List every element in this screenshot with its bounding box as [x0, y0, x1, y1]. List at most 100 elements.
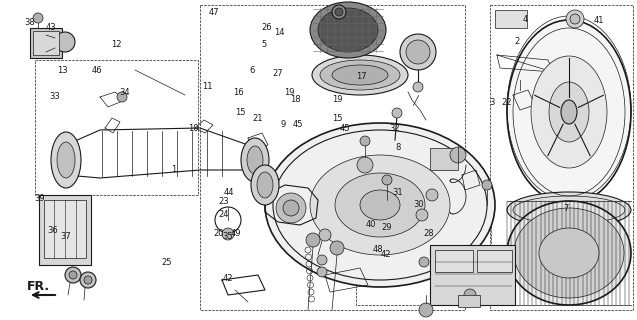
Circle shape	[84, 276, 92, 284]
Circle shape	[276, 193, 306, 223]
Ellipse shape	[312, 55, 408, 95]
Text: 14: 14	[274, 28, 284, 36]
Text: 28: 28	[424, 229, 434, 238]
Ellipse shape	[507, 201, 631, 305]
Text: 6: 6	[249, 66, 254, 75]
Ellipse shape	[257, 172, 273, 198]
Ellipse shape	[310, 2, 386, 58]
Ellipse shape	[247, 146, 263, 174]
Bar	[490, 5, 633, 310]
Text: 31: 31	[392, 188, 403, 196]
Text: 10: 10	[188, 124, 198, 132]
Bar	[495, 10, 527, 28]
Text: 35: 35	[223, 232, 233, 241]
Text: 42: 42	[222, 274, 233, 283]
Circle shape	[117, 92, 127, 102]
Circle shape	[360, 136, 370, 146]
Circle shape	[570, 14, 580, 24]
Text: 12: 12	[111, 40, 121, 49]
Text: 29: 29	[382, 223, 392, 232]
Text: 27: 27	[273, 69, 283, 78]
Ellipse shape	[320, 60, 400, 90]
Ellipse shape	[57, 142, 75, 178]
Bar	[430, 148, 458, 170]
Circle shape	[566, 10, 584, 28]
Circle shape	[482, 180, 492, 190]
Text: 30: 30	[413, 200, 424, 209]
Circle shape	[65, 267, 81, 283]
Circle shape	[419, 257, 429, 267]
Text: 40: 40	[366, 220, 376, 228]
Circle shape	[406, 40, 430, 64]
Text: 21: 21	[253, 114, 263, 123]
Circle shape	[319, 229, 331, 241]
Text: 37: 37	[61, 232, 71, 241]
Text: 9: 9	[281, 120, 286, 129]
Ellipse shape	[360, 190, 400, 220]
Bar	[39, 195, 91, 265]
Bar	[477, 250, 512, 272]
Circle shape	[382, 175, 392, 185]
Ellipse shape	[241, 138, 269, 182]
Text: 47: 47	[209, 8, 219, 17]
Ellipse shape	[51, 132, 81, 188]
Text: 22: 22	[501, 98, 512, 107]
Circle shape	[357, 157, 373, 173]
Text: 33: 33	[50, 92, 60, 100]
Text: 36: 36	[48, 226, 58, 235]
Circle shape	[450, 147, 466, 163]
Text: 49: 49	[231, 229, 241, 238]
Text: 45: 45	[293, 120, 303, 129]
Circle shape	[400, 34, 436, 70]
Circle shape	[413, 82, 423, 92]
Text: FR.: FR.	[27, 281, 50, 293]
Bar	[430, 245, 515, 305]
Bar	[458, 295, 480, 307]
Text: 11: 11	[203, 82, 213, 91]
Bar	[356, 225, 491, 305]
Text: 3: 3	[490, 98, 495, 107]
Circle shape	[283, 200, 299, 216]
Circle shape	[330, 241, 344, 255]
Circle shape	[335, 8, 343, 16]
Circle shape	[69, 271, 77, 279]
Ellipse shape	[318, 8, 378, 52]
Ellipse shape	[507, 20, 631, 204]
Text: 17: 17	[356, 72, 366, 81]
Ellipse shape	[332, 65, 388, 85]
Text: 34: 34	[119, 88, 129, 97]
Ellipse shape	[335, 173, 425, 237]
Text: 20: 20	[213, 229, 224, 238]
Text: 46: 46	[92, 66, 102, 75]
Text: 42: 42	[380, 250, 390, 259]
Circle shape	[55, 32, 75, 52]
Text: 1: 1	[171, 165, 176, 174]
Text: 5: 5	[262, 40, 267, 49]
Text: 4: 4	[523, 15, 528, 24]
Text: 7: 7	[563, 204, 568, 212]
Text: 8: 8	[396, 143, 401, 152]
Circle shape	[222, 228, 234, 240]
Text: 24: 24	[218, 210, 229, 219]
Ellipse shape	[539, 228, 599, 278]
Text: 25: 25	[162, 258, 172, 267]
Text: 2: 2	[515, 37, 520, 46]
Text: 32: 32	[390, 124, 400, 132]
Text: 15: 15	[236, 108, 246, 116]
Text: 44: 44	[224, 188, 234, 196]
Circle shape	[306, 233, 320, 247]
Circle shape	[392, 108, 402, 118]
Text: 18: 18	[290, 95, 300, 104]
Bar	[44, 200, 86, 258]
Circle shape	[80, 272, 96, 288]
Circle shape	[464, 289, 476, 301]
Ellipse shape	[549, 82, 589, 142]
Ellipse shape	[310, 155, 450, 255]
Bar	[435, 250, 473, 272]
Circle shape	[317, 255, 327, 265]
Text: 16: 16	[234, 88, 244, 97]
Ellipse shape	[251, 165, 279, 205]
Text: 15: 15	[333, 114, 343, 123]
Ellipse shape	[514, 208, 624, 298]
Text: 48: 48	[373, 245, 383, 254]
